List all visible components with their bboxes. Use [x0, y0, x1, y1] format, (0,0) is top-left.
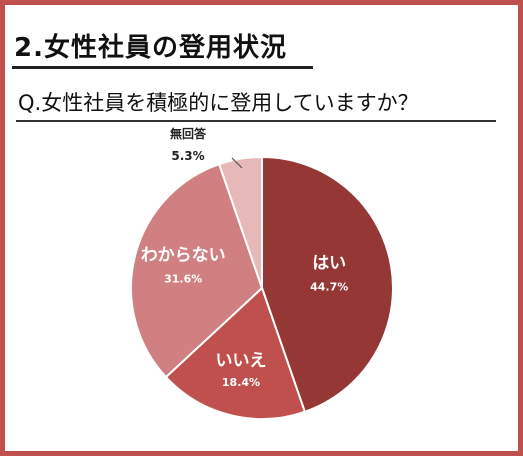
slice-label-3: わからない: [141, 245, 226, 265]
page-title: 2.女性社員の登用状況: [14, 33, 287, 63]
slice-label-4: 無回答: [170, 126, 207, 141]
slice-value-3: 31.6%: [164, 272, 202, 285]
slice-label-1: はい: [312, 254, 346, 274]
pie-slice-4: [217, 155, 263, 289]
title-underline: [12, 66, 313, 69]
leader-line: [231, 157, 243, 169]
slice-label-2: いいえ: [216, 351, 267, 371]
question-text: Q.女性社員を積極的に登用していますか？: [18, 91, 419, 115]
pie-slice-3: [130, 162, 264, 379]
slice-value-2: 18.4%: [222, 376, 260, 389]
pie-slice-2: [164, 286, 307, 420]
pie-slice-1: [261, 155, 394, 414]
slice-value-1: 44.7%: [310, 281, 348, 294]
question-underline: [16, 120, 496, 122]
slice-value-4: 5.3%: [171, 149, 204, 163]
